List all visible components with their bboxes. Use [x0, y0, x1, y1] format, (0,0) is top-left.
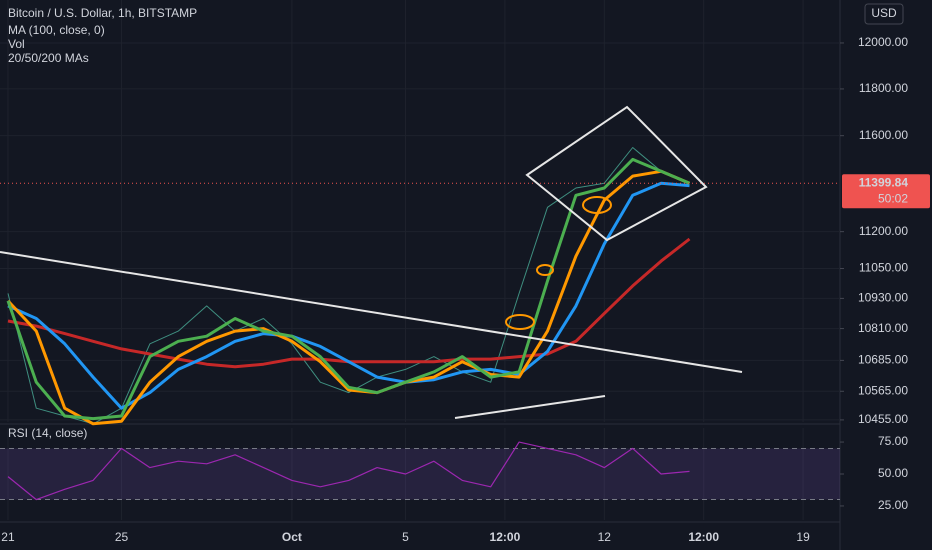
last-price-box: [842, 174, 930, 209]
series-line: [6, 169, 691, 426]
y-tick-label: 10930.00: [858, 291, 908, 305]
rsi-band-fill: [0, 448, 840, 500]
x-tick-label: 19: [796, 530, 810, 544]
trend-line: [454, 395, 606, 419]
series-line: [7, 441, 690, 501]
rsi-title: RSI (14, close): [8, 426, 87, 440]
series-line: [7, 181, 690, 410]
y-tick-label: 10810.00: [858, 321, 908, 335]
x-tick-label: 12:00: [688, 530, 719, 544]
currency-box[interactable]: [864, 3, 904, 25]
annotation-ellipse: [536, 264, 554, 276]
x-tick-label: 5: [402, 530, 409, 544]
indicator-label: 20/50/200 MAs: [8, 51, 89, 65]
y-tick-label: 11800.00: [859, 81, 908, 95]
y-tick-label: 25.00: [878, 498, 908, 512]
last-price-label: 11399.84: [859, 175, 909, 189]
x-tick-label: 12:00: [490, 530, 521, 544]
y-tick-label: 10565.00: [858, 383, 908, 397]
annotation-ellipse: [505, 314, 535, 330]
y-tick-label: 12000.00: [858, 35, 908, 49]
drawings: [0, 105, 743, 419]
countdown: 50:02: [878, 191, 908, 205]
currency[interactable]: USD: [871, 6, 897, 20]
y-tick-label: 11200.00: [859, 224, 908, 238]
y-tick-label: 10455.00: [858, 412, 908, 426]
y-tick-label: 11050.00: [859, 261, 908, 275]
y-tick-label: 75.00: [878, 434, 908, 448]
x-tick-label: 25: [115, 530, 129, 544]
y-tick-label: 10685.00: [858, 353, 908, 367]
series-line: [6, 157, 691, 421]
indicator-label: MA (100, close, 0): [8, 23, 105, 37]
x-tick-label: 21: [1, 530, 15, 544]
trend-line: [0, 251, 743, 373]
diamond-pattern: [525, 105, 708, 242]
x-tick-label: 12: [598, 530, 612, 544]
chart-title: Bitcoin / U.S. Dollar, 1h, BITSTAMP: [8, 6, 197, 20]
y-tick-label: 11600.00: [859, 128, 908, 142]
y-tick-label: 50.00: [878, 466, 908, 480]
annotation-ellipse: [582, 196, 612, 214]
indicator-label: Vol: [8, 37, 25, 51]
x-tick-label: Oct: [282, 530, 302, 544]
